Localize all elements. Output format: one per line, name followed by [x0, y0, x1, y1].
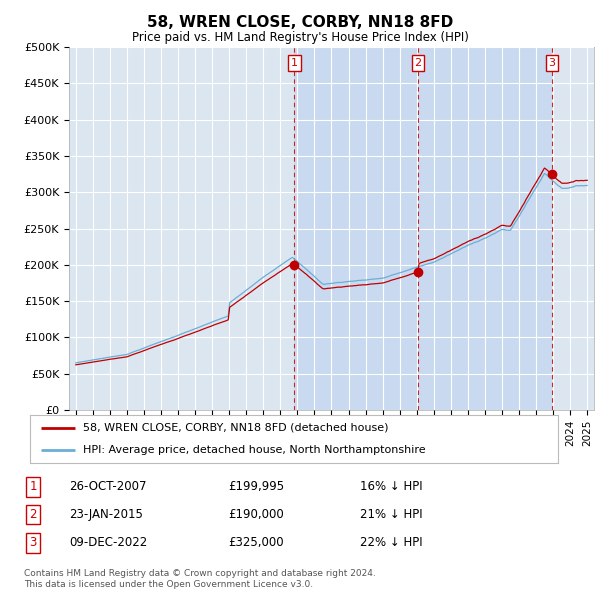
Text: £325,000: £325,000	[228, 536, 284, 549]
Text: 2: 2	[415, 58, 421, 68]
Text: 26-OCT-2007: 26-OCT-2007	[69, 480, 146, 493]
Text: 58, WREN CLOSE, CORBY, NN18 8FD: 58, WREN CLOSE, CORBY, NN18 8FD	[147, 15, 453, 30]
Text: 09-DEC-2022: 09-DEC-2022	[69, 536, 147, 549]
Text: 1: 1	[29, 480, 37, 493]
Text: Contains HM Land Registry data © Crown copyright and database right 2024.
This d: Contains HM Land Registry data © Crown c…	[24, 569, 376, 589]
Text: 3: 3	[29, 536, 37, 549]
Text: 23-JAN-2015: 23-JAN-2015	[69, 508, 143, 521]
Text: 21% ↓ HPI: 21% ↓ HPI	[360, 508, 422, 521]
Bar	[295, 47, 552, 410]
Text: £190,000: £190,000	[228, 508, 284, 521]
Text: 1: 1	[291, 58, 298, 68]
Text: 3: 3	[548, 58, 556, 68]
Text: 58, WREN CLOSE, CORBY, NN18 8FD (detached house): 58, WREN CLOSE, CORBY, NN18 8FD (detache…	[83, 423, 388, 433]
Text: 22% ↓ HPI: 22% ↓ HPI	[360, 536, 422, 549]
Text: £199,995: £199,995	[228, 480, 284, 493]
Text: HPI: Average price, detached house, North Northamptonshire: HPI: Average price, detached house, Nort…	[83, 445, 425, 455]
Text: 2: 2	[29, 508, 37, 521]
Text: 16% ↓ HPI: 16% ↓ HPI	[360, 480, 422, 493]
Text: Price paid vs. HM Land Registry's House Price Index (HPI): Price paid vs. HM Land Registry's House …	[131, 31, 469, 44]
